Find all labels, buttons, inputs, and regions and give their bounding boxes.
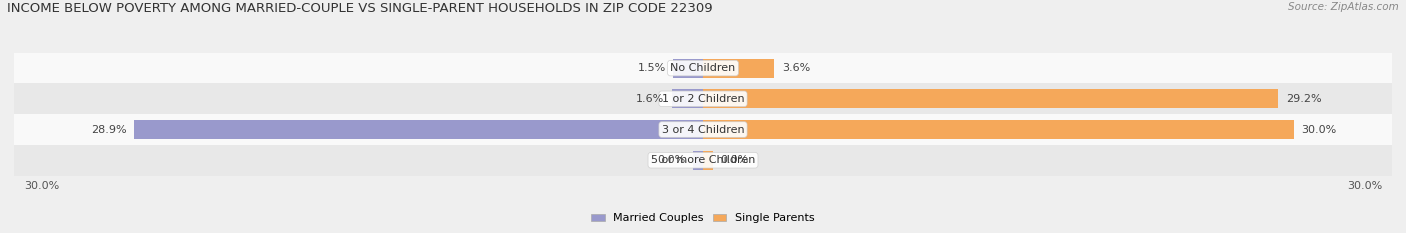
Text: 29.2%: 29.2% [1285,94,1322,104]
Bar [0,114,1406,145]
Legend: Married Couples, Single Parents: Married Couples, Single Parents [592,213,814,223]
Bar [703,89,1278,108]
Bar [0,145,1406,176]
Text: Source: ZipAtlas.com: Source: ZipAtlas.com [1288,2,1399,12]
Text: 30.0%: 30.0% [1347,181,1382,191]
Bar [672,89,703,108]
Text: 1 or 2 Children: 1 or 2 Children [662,94,744,104]
Text: 3.6%: 3.6% [782,63,810,73]
Text: 1.5%: 1.5% [637,63,665,73]
Bar [703,120,1294,139]
Bar [134,120,703,139]
Bar [693,151,703,170]
Text: 0.0%: 0.0% [657,155,685,165]
Text: 30.0%: 30.0% [1302,124,1337,134]
Text: 30.0%: 30.0% [24,181,59,191]
Text: 0.0%: 0.0% [721,155,749,165]
Bar [703,58,773,78]
Text: 3 or 4 Children: 3 or 4 Children [662,124,744,134]
Bar [673,58,703,78]
Bar [703,151,713,170]
Bar [0,53,1406,83]
Text: 5 or more Children: 5 or more Children [651,155,755,165]
Text: 28.9%: 28.9% [90,124,127,134]
Text: 1.6%: 1.6% [636,94,664,104]
Text: No Children: No Children [671,63,735,73]
Text: INCOME BELOW POVERTY AMONG MARRIED-COUPLE VS SINGLE-PARENT HOUSEHOLDS IN ZIP COD: INCOME BELOW POVERTY AMONG MARRIED-COUPL… [7,2,713,15]
Bar [0,83,1406,114]
